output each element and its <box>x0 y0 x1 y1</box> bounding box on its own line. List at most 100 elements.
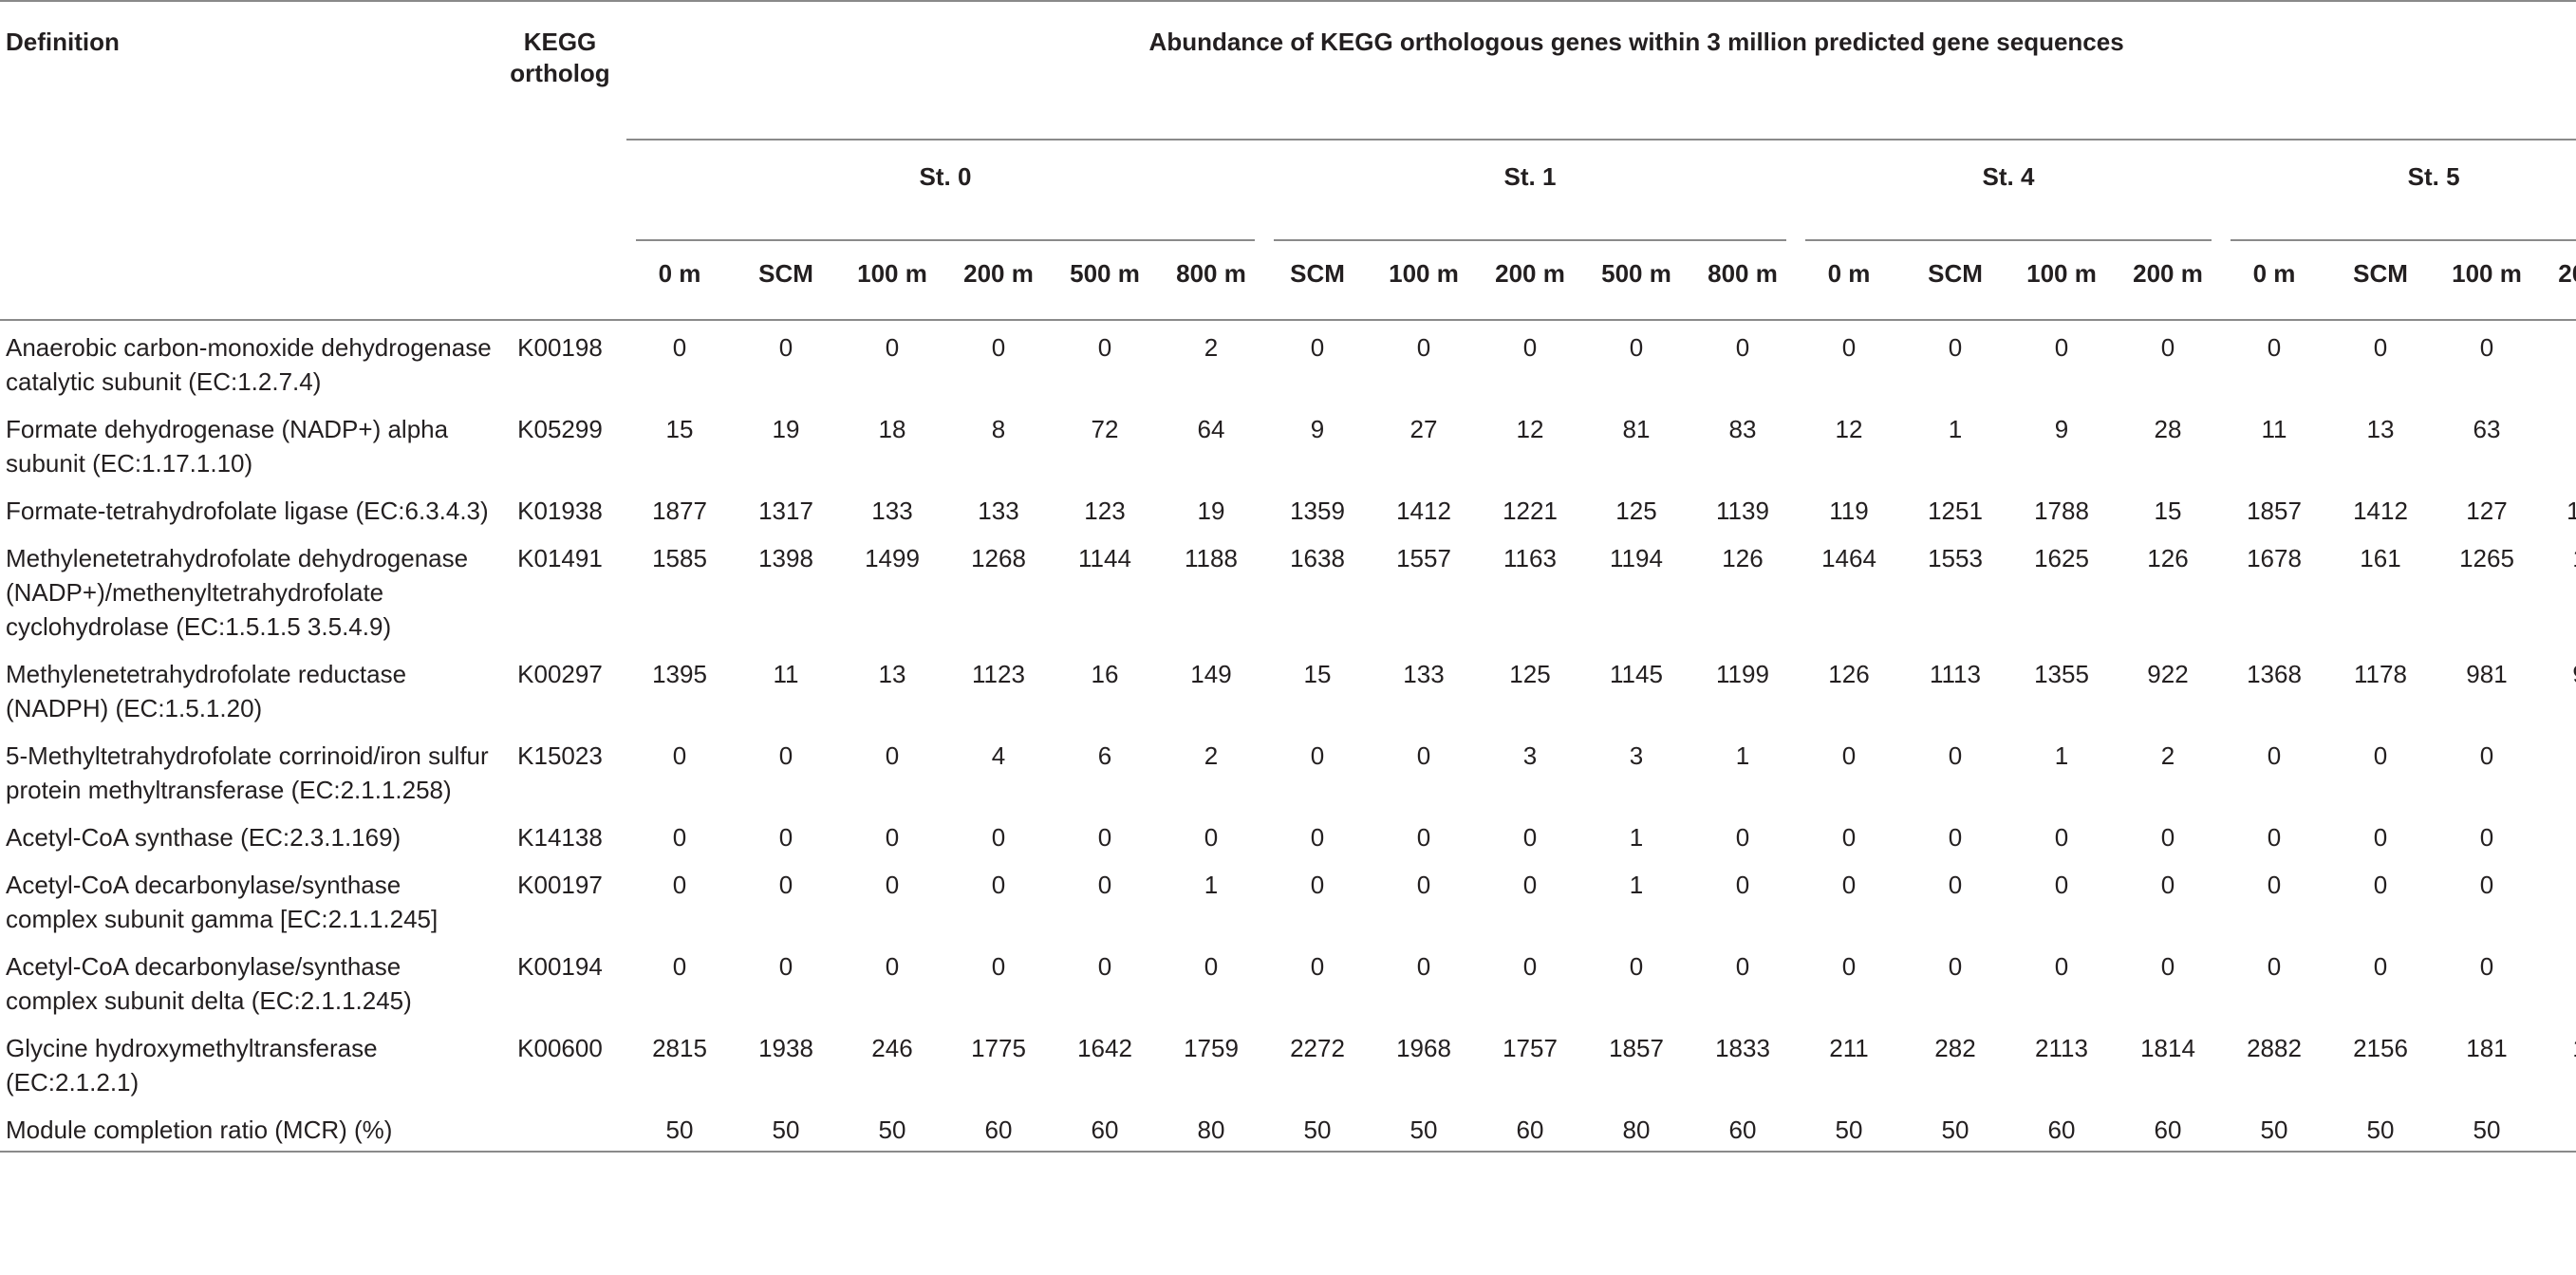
kegg-ortholog-cell: K15023 <box>517 741 603 770</box>
abundance-cell: 9 <box>1310 415 1325 443</box>
abundance-cell: 1585 <box>652 544 707 572</box>
depth-header: 0 m <box>2221 241 2327 321</box>
table-row: Glycine hydroxymethyltransferase (EC:2.1… <box>0 1022 2576 1103</box>
abundance-cell: 0 <box>2267 741 2282 770</box>
depth-header: 500 m <box>1052 241 1158 321</box>
abundance-cell: 0 <box>2540 320 2576 403</box>
abundance-cell: 1395 <box>652 660 707 688</box>
abundance-cell: 83 <box>1728 415 1757 443</box>
depth-header: 100 m <box>2008 241 2115 321</box>
abundance-cell: 0 <box>1948 333 1963 362</box>
abundance-cell: 81 <box>1622 415 1651 443</box>
abundance-cell: 1144 <box>1078 544 1131 572</box>
abundance-cell: 0 <box>2479 871 2494 899</box>
abundance-cell: 1553 <box>1928 544 1983 572</box>
abundance-cell: 60 <box>2008 1103 2115 1153</box>
abundance-cell: 0 <box>2373 333 2388 362</box>
abundance-cell: 127 <box>2466 497 2508 525</box>
abundance-cell: 50 <box>839 1103 945 1153</box>
abundance-cell: 50 <box>2221 1103 2327 1153</box>
abundance-cell: 0 <box>2160 823 2175 852</box>
depth-header: SCM <box>1902 241 2008 321</box>
abundance-cell: 2156 <box>2353 1034 2408 1062</box>
depth-header: 500 m <box>1583 241 1689 321</box>
abundance-cell: 0 <box>1310 823 1325 852</box>
kegg-ortholog-header: KEGG ortholog <box>494 1 626 320</box>
kegg-ortholog-cell: K05299 <box>517 415 603 443</box>
abundance-cell: 0 <box>885 741 900 770</box>
definition-cell: Methylenetetrahydrofolate dehydrogenase … <box>6 544 469 641</box>
abundance-cell: 282 <box>1934 1034 1976 1062</box>
depth-header: 800 m <box>1158 241 1264 321</box>
depth-header: SCM <box>1264 241 1371 321</box>
kegg-header-line1: KEGG <box>523 28 597 56</box>
abundance-cell: 1412 <box>2353 497 2408 525</box>
abundance-header: Abundance of KEGG orthologous genes with… <box>626 1 2576 141</box>
abundance-cell: 0 <box>1310 741 1325 770</box>
abundance-cell: 8 <box>991 415 1006 443</box>
abundance-cell: 126 <box>1722 544 1764 572</box>
abundance-cell: 0 <box>1310 952 1325 981</box>
table-row: Acetyl-CoA decarbonylase/synthase comple… <box>0 858 2576 940</box>
abundance-cell: 60 <box>1052 1103 1158 1153</box>
definition-header: Definition <box>0 1 494 320</box>
depth-header: 200 m <box>2115 241 2221 321</box>
kegg-ortholog-cell: K00198 <box>517 333 603 362</box>
abundance-cell: 0 <box>2054 333 2069 362</box>
abundance-cell: 162 <box>2540 1022 2576 1103</box>
abundance-cell: 0 <box>991 333 1006 362</box>
abundance-cell: 0 <box>2054 871 2069 899</box>
depth-header: SCM <box>733 241 839 321</box>
abundance-cell: 60 <box>1477 1103 1583 1153</box>
abundance-cell: 0 <box>672 741 687 770</box>
abundance-cell: 211 <box>1829 1034 1869 1062</box>
abundance-cell: 0 <box>1735 871 1750 899</box>
abundance-cell: 0 <box>1948 823 1963 852</box>
abundance-cell: 0 <box>2160 952 2175 981</box>
abundance-cell: 1625 <box>2034 544 2089 572</box>
abundance-cell: 6 <box>1097 741 1112 770</box>
abundance-cell: 2 <box>1204 741 1219 770</box>
abundance-cell: 2882 <box>2247 1034 2302 1062</box>
abundance-cell: 0 <box>2267 871 2282 899</box>
abundance-cell: 15 <box>2154 497 2182 525</box>
abundance-cell: 60 <box>2540 1103 2576 1153</box>
depth-header: 0 m <box>1796 241 1902 321</box>
abundance-cell: 0 <box>672 823 687 852</box>
abundance-cell: 0 <box>1948 952 1963 981</box>
abundance-cell: 0 <box>1629 952 1644 981</box>
abundance-cell: 0 <box>991 823 1006 852</box>
abundance-cell: 119 <box>1829 497 1869 525</box>
abundance-cell: 1251 <box>1928 497 1983 525</box>
abundance-cell: 0 <box>2540 811 2576 858</box>
depth-header: 100 m <box>2434 241 2540 321</box>
abundance-cell: 1775 <box>971 1034 1026 1062</box>
table-row: Module completion ratio (MCR) (%) 50 50 50 6… <box>0 1103 2576 1153</box>
abundance-cell: 181 <box>2466 1034 2508 1062</box>
depth-header: 0 m <box>626 241 733 321</box>
abundance-cell: 1194 <box>1610 544 1663 572</box>
abundance-cell: 0 <box>1629 333 1644 362</box>
abundance-cell: 1759 <box>1184 1034 1239 1062</box>
abundance-cell: 0 <box>1522 871 1538 899</box>
definition-cell: Formate-tetrahydrofolate ligase (EC:6.3.… <box>6 497 489 525</box>
abundance-cell: 0 <box>1416 952 1431 981</box>
abundance-cell: 161 <box>2360 544 2401 572</box>
abundance-cell: 63 <box>2473 415 2501 443</box>
abundance-cell: 1145 <box>1610 660 1663 688</box>
definition-cell: 5-Methyltetrahydrofolate corrinoid/iron … <box>6 741 489 804</box>
abundance-cell: 81 <box>2540 403 2576 484</box>
abundance-cell: 1788 <box>2034 497 2089 525</box>
abundance-cell: 0 <box>2479 823 2494 852</box>
abundance-cell: 0 <box>778 952 793 981</box>
abundance-cell: 0 <box>2373 871 2388 899</box>
abundance-cell: 0 <box>2267 952 2282 981</box>
abundance-cell: 0 <box>1735 823 1750 852</box>
abundance-cell: 1 <box>1204 871 1219 899</box>
abundance-cell: 0 <box>1204 823 1219 852</box>
abundance-cell: 80 <box>1583 1103 1689 1153</box>
abundance-cell: 2815 <box>652 1034 707 1062</box>
abundance-cell: 0 <box>1841 741 1857 770</box>
abundance-cell: 186 <box>2540 532 2576 647</box>
kegg-ortholog-cell: K01491 <box>517 544 603 572</box>
